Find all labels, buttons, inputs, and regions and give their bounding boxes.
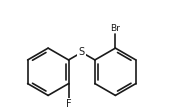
Text: F: F	[66, 99, 71, 109]
Text: Br: Br	[110, 24, 120, 33]
Text: S: S	[79, 47, 85, 57]
